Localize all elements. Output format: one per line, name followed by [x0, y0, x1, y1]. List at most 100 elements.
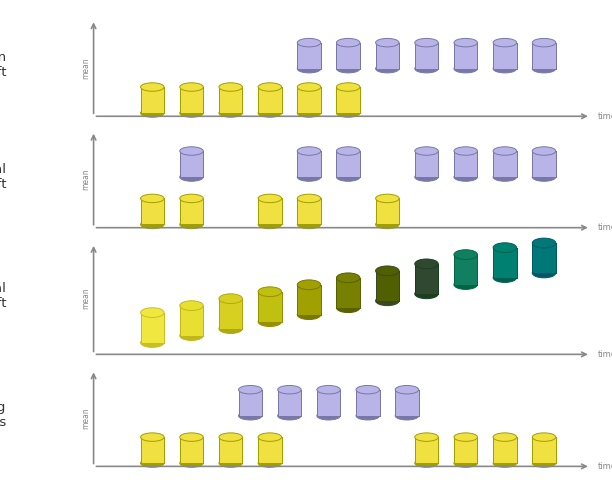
Text: sudden
drift: sudden drift — [0, 51, 6, 79]
FancyBboxPatch shape — [454, 43, 477, 69]
Ellipse shape — [454, 38, 477, 47]
FancyBboxPatch shape — [180, 151, 203, 177]
Ellipse shape — [415, 173, 438, 181]
Ellipse shape — [258, 459, 282, 468]
Ellipse shape — [532, 64, 556, 73]
Text: time: time — [597, 462, 612, 471]
Ellipse shape — [532, 433, 556, 441]
Text: time: time — [597, 112, 612, 121]
FancyBboxPatch shape — [493, 437, 517, 463]
FancyBboxPatch shape — [141, 198, 164, 225]
Ellipse shape — [454, 280, 477, 289]
Ellipse shape — [297, 83, 321, 91]
Ellipse shape — [454, 173, 477, 181]
Ellipse shape — [356, 385, 379, 394]
FancyBboxPatch shape — [454, 254, 477, 285]
FancyBboxPatch shape — [415, 437, 438, 463]
Ellipse shape — [337, 83, 360, 91]
FancyBboxPatch shape — [180, 87, 203, 113]
Ellipse shape — [493, 38, 517, 47]
Text: gradual
drift: gradual drift — [0, 163, 6, 191]
Ellipse shape — [219, 433, 242, 441]
Ellipse shape — [317, 385, 340, 394]
Ellipse shape — [395, 385, 419, 394]
Ellipse shape — [258, 220, 282, 228]
Text: mean: mean — [81, 288, 90, 310]
FancyBboxPatch shape — [376, 271, 399, 301]
Ellipse shape — [415, 259, 438, 269]
FancyBboxPatch shape — [297, 285, 321, 315]
FancyBboxPatch shape — [454, 437, 477, 463]
Ellipse shape — [180, 459, 203, 468]
Ellipse shape — [493, 243, 517, 252]
Ellipse shape — [454, 250, 477, 260]
Ellipse shape — [454, 147, 477, 155]
Ellipse shape — [317, 411, 340, 420]
Ellipse shape — [337, 147, 360, 155]
Ellipse shape — [395, 411, 419, 420]
Ellipse shape — [532, 459, 556, 468]
FancyBboxPatch shape — [297, 198, 321, 225]
Ellipse shape — [297, 220, 321, 228]
FancyBboxPatch shape — [297, 151, 321, 177]
FancyBboxPatch shape — [141, 312, 164, 343]
Ellipse shape — [376, 38, 399, 47]
Ellipse shape — [415, 38, 438, 47]
Ellipse shape — [337, 64, 360, 73]
FancyBboxPatch shape — [239, 390, 262, 416]
Ellipse shape — [258, 83, 282, 91]
Ellipse shape — [376, 194, 399, 203]
FancyBboxPatch shape — [415, 264, 438, 294]
FancyBboxPatch shape — [219, 87, 242, 113]
Ellipse shape — [297, 280, 321, 289]
FancyBboxPatch shape — [337, 278, 360, 308]
Ellipse shape — [376, 64, 399, 73]
Ellipse shape — [415, 433, 438, 441]
Ellipse shape — [180, 147, 203, 155]
Ellipse shape — [180, 220, 203, 228]
FancyBboxPatch shape — [297, 43, 321, 69]
Ellipse shape — [141, 308, 164, 317]
Ellipse shape — [376, 296, 399, 306]
Ellipse shape — [297, 38, 321, 47]
FancyBboxPatch shape — [337, 151, 360, 177]
Ellipse shape — [493, 433, 517, 441]
Ellipse shape — [532, 268, 556, 278]
FancyBboxPatch shape — [493, 248, 517, 277]
Ellipse shape — [337, 173, 360, 181]
FancyBboxPatch shape — [258, 292, 282, 322]
Ellipse shape — [219, 109, 242, 117]
Ellipse shape — [493, 64, 517, 73]
Ellipse shape — [493, 459, 517, 468]
FancyBboxPatch shape — [415, 43, 438, 69]
Ellipse shape — [258, 317, 282, 326]
Text: mean: mean — [81, 407, 90, 429]
FancyBboxPatch shape — [180, 306, 203, 336]
Ellipse shape — [415, 147, 438, 155]
Ellipse shape — [180, 301, 203, 311]
Ellipse shape — [180, 433, 203, 441]
Ellipse shape — [415, 64, 438, 73]
Ellipse shape — [297, 194, 321, 203]
Ellipse shape — [180, 83, 203, 91]
Ellipse shape — [415, 289, 438, 299]
Ellipse shape — [454, 459, 477, 468]
Text: time: time — [597, 350, 612, 359]
FancyBboxPatch shape — [493, 151, 517, 177]
Ellipse shape — [219, 83, 242, 91]
FancyBboxPatch shape — [356, 390, 379, 416]
FancyBboxPatch shape — [180, 437, 203, 463]
Ellipse shape — [258, 287, 282, 297]
Text: time: time — [597, 223, 612, 232]
FancyBboxPatch shape — [376, 43, 399, 69]
Ellipse shape — [337, 109, 360, 117]
Ellipse shape — [239, 411, 262, 420]
Ellipse shape — [493, 173, 517, 181]
Ellipse shape — [141, 194, 164, 203]
Ellipse shape — [141, 109, 164, 117]
Ellipse shape — [258, 194, 282, 203]
Ellipse shape — [454, 64, 477, 73]
Ellipse shape — [337, 273, 360, 283]
FancyBboxPatch shape — [415, 151, 438, 177]
FancyBboxPatch shape — [337, 87, 360, 113]
